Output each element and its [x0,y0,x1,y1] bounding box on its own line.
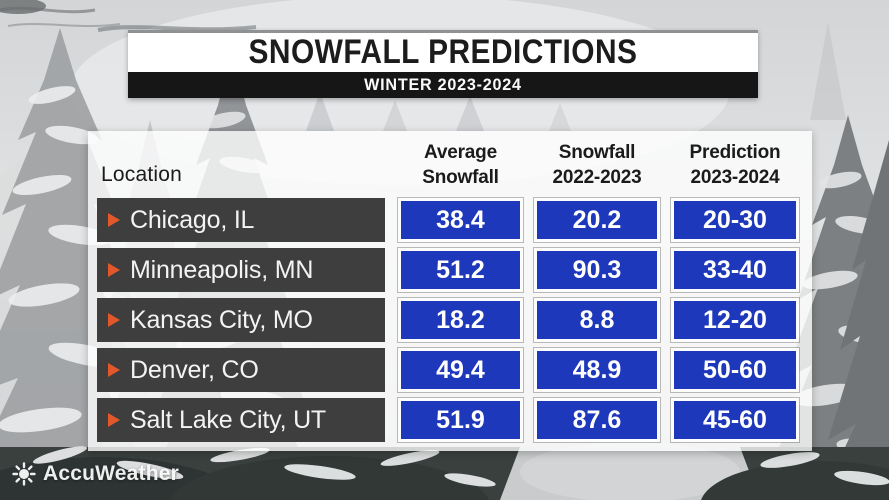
snowfall-2022-2023-value: 90.3 [572,255,622,284]
header-line: Average [424,142,497,163]
location-label: Salt Lake City, UT [130,405,326,434]
location-label: Kansas City, MO [130,305,313,334]
snowfall-2022-2023-cell: 20.2 [534,198,660,242]
column-header-average-snowfall: Average Snowfall [398,140,523,190]
snowfall-2022-2023-value: 48.9 [572,355,622,384]
accuweather-logo: AccuWeather [12,462,179,486]
average-snowfall-cell: 51.2 [398,248,523,292]
arrow-bullet-icon [108,263,120,277]
header-line: Snowfall [422,167,499,188]
arrow-bullet-icon [108,213,120,227]
location-cell: Minneapolis, MN [97,248,385,292]
prediction-2023-2024-cell: 20-30 [671,198,799,242]
snowfall-2022-2023-cell: 90.3 [534,248,660,292]
average-snowfall-value: 38.4 [436,205,485,234]
table-row: Denver, CO 49.4 48.9 50-60 [88,348,812,392]
prediction-2023-2024-value: 45-60 [703,405,767,434]
title-block: SNOWFALL PREDICTIONS WINTER 2023-2024 [128,30,758,98]
location-cell: Denver, CO [97,348,385,392]
average-snowfall-value: 18.2 [436,305,485,334]
prediction-2023-2024-cell: 50-60 [671,348,799,392]
column-header-prediction-2023-2024: Prediction 2023-2024 [671,140,799,190]
location-label: Chicago, IL [130,205,255,234]
arrow-bullet-icon [108,363,120,377]
header-line: 2023-2024 [690,167,780,188]
prediction-2023-2024-cell: 33-40 [671,248,799,292]
prediction-2023-2024-value: 20-30 [703,205,767,234]
snowfall-2022-2023-cell: 8.8 [534,298,660,342]
page-title: SNOWFALL PREDICTIONS [248,33,638,71]
average-snowfall-cell: 49.4 [398,348,523,392]
prediction-2023-2024-cell: 12-20 [671,298,799,342]
header-line: Prediction [689,142,781,163]
snowfall-2022-2023-value: 20.2 [572,205,622,234]
location-cell: Kansas City, MO [97,298,385,342]
average-snowfall-cell: 38.4 [398,198,523,242]
average-snowfall-cell: 51.9 [398,398,523,442]
snowfall-2022-2023-value: 8.8 [579,305,615,334]
snowfall-2022-2023-cell: 87.6 [534,398,660,442]
arrow-bullet-icon [108,313,120,327]
table-rows: Chicago, IL 38.4 20.2 20-30 Minneapolis,… [88,198,812,442]
prediction-2023-2024-value: 33-40 [703,255,767,284]
snowfall-2022-2023-value: 87.6 [572,405,622,434]
location-label: Denver, CO [130,355,259,384]
header-line: 2022-2023 [552,167,642,188]
column-header-snowfall-2022-2023: Snowfall 2022-2023 [534,140,660,190]
location-column-header: Location [101,163,182,186]
average-snowfall-value: 51.9 [436,405,485,434]
logo-text: AccuWeather [43,462,180,485]
snowfall-2022-2023-cell: 48.9 [534,348,660,392]
subtitle-bar: WINTER 2023-2024 [128,72,758,98]
prediction-2023-2024-value: 12-20 [703,305,767,334]
subtitle: WINTER 2023-2024 [364,75,522,94]
title-bar: SNOWFALL PREDICTIONS [128,30,758,72]
prediction-2023-2024-cell: 45-60 [671,398,799,442]
table-row: Kansas City, MO 18.2 8.8 12-20 [88,298,812,342]
average-snowfall-value: 49.4 [436,355,485,384]
arrow-bullet-icon [108,413,120,427]
table-row: Minneapolis, MN 51.2 90.3 33-40 [88,248,812,292]
table-row: Chicago, IL 38.4 20.2 20-30 [88,198,812,242]
prediction-2023-2024-value: 50-60 [703,355,767,384]
location-cell: Salt Lake City, UT [97,398,385,442]
snowfall-table: Location Average Snowfall Snowfall 2022-… [88,131,812,451]
average-snowfall-cell: 18.2 [398,298,523,342]
location-cell: Chicago, IL [97,198,385,242]
sun-icon [12,462,36,486]
location-label: Minneapolis, MN [130,255,314,284]
header-line: Snowfall [558,142,636,163]
average-snowfall-value: 51.2 [436,255,485,284]
table-row: Salt Lake City, UT 51.9 87.6 45-60 [88,398,812,442]
